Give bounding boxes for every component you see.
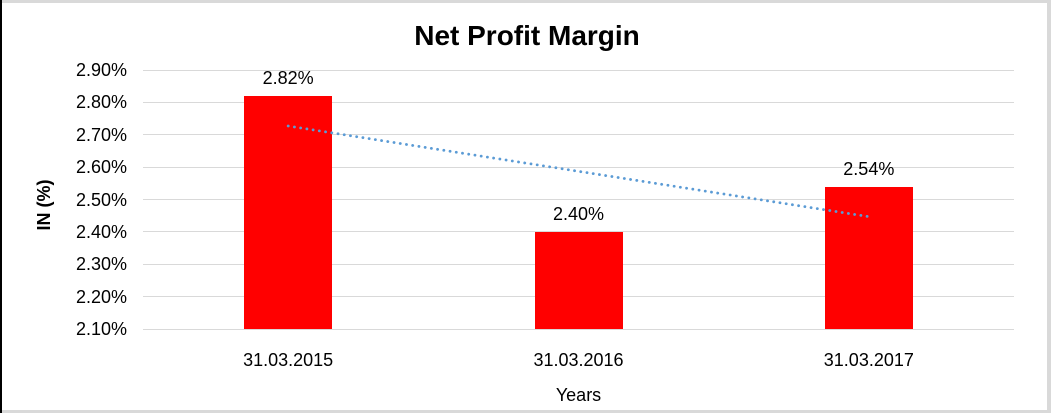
y-tick-label: 2.80%	[75, 92, 127, 113]
window-left-edge	[0, 0, 2, 413]
x-tick-label: 31.03.2015	[243, 350, 334, 370]
y-tick-label: 2.10%	[75, 319, 127, 339]
bar-31.03.2016	[534, 231, 623, 329]
y-tick-label: 2.50%	[75, 189, 127, 210]
bar-value-label: 2.54%	[843, 158, 895, 179]
x-axis-title: Years	[555, 385, 602, 405]
y-tick-label: 2.70%	[75, 124, 127, 145]
gridline	[143, 69, 1014, 71]
y-tick-label: 2.60%	[75, 157, 127, 178]
x-tick-label: 31.03.2017	[823, 350, 914, 370]
x-tick-label: 31.03.2016	[533, 350, 624, 370]
y-tick-label: 2.20%	[75, 286, 127, 307]
frame-border-bottom	[0, 410, 1051, 413]
y-tick-label: 2.30%	[75, 254, 127, 275]
y-tick-label: 2.40%	[75, 221, 127, 242]
y-tick-label: 2.90%	[75, 60, 127, 80]
gridline	[143, 328, 1014, 330]
frame-border-right	[1047, 0, 1051, 413]
bar-value-label: 2.82%	[262, 67, 314, 88]
frame-border-top	[0, 0, 1051, 3]
chart-title: Net Profit Margin	[414, 20, 640, 51]
bar-31.03.2017	[824, 186, 913, 329]
bar-value-label: 2.40%	[552, 203, 605, 224]
gridline	[143, 101, 1014, 103]
bar-31.03.2015	[244, 95, 333, 329]
